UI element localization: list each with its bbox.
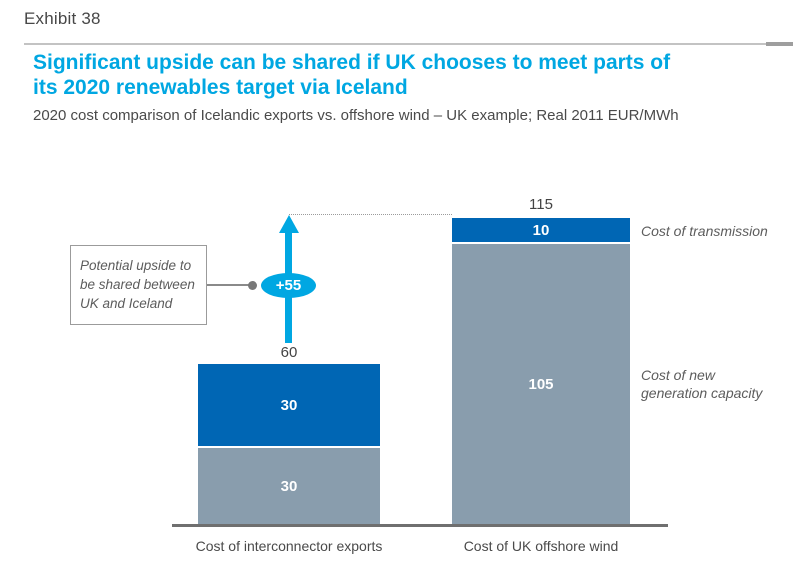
delta-arrow-head-icon (279, 215, 299, 233)
annotation-line-1: Potential upside to (80, 258, 192, 273)
bar2-category-label: Cost of UK offshore wind (463, 538, 619, 554)
bar1-total-label: 60 (280, 344, 298, 361)
delta-value-badge: +55 (261, 273, 316, 298)
page-title-line-1: Significant upside can be shared if UK c… (33, 51, 671, 74)
reference-dotted-line (289, 214, 452, 215)
x-axis-baseline (172, 524, 668, 527)
page-title: Significant upside can be shared if UK c… (33, 50, 753, 100)
page-title-line-2: its 2020 renewables target via Iceland (33, 76, 408, 99)
annotation-connector-dot (248, 281, 257, 290)
annotation-box: Potential upside to be shared between UK… (70, 245, 207, 325)
bar2-transmission-segment: 10 (452, 218, 630, 242)
series-label-generation: Cost of new generation capacity (641, 366, 762, 402)
exhibit-number-label: Exhibit 38 (24, 9, 101, 28)
header-divider-accent (766, 42, 793, 46)
bar1-category-label: Cost of interconnector exports (195, 538, 383, 554)
series-label-transmission: Cost of transmission (641, 223, 768, 239)
bar2-generation-segment: 105 (452, 244, 630, 524)
annotation-connector-line (207, 284, 251, 286)
series-label-generation-line-2: generation capacity (641, 385, 763, 401)
bar1-transmission-segment: 30 (198, 364, 380, 446)
annotation-line-2: be shared between (80, 277, 195, 292)
annotation-line-3: UK and Iceland (80, 296, 173, 311)
bar1-generation-segment: 30 (198, 448, 380, 524)
chart-subtitle: 2020 cost comparison of Icelandic export… (33, 107, 679, 124)
bar2-total-label: 115 (529, 196, 553, 213)
series-label-generation-line-1: Cost of new (641, 367, 715, 383)
header-divider (24, 42, 793, 46)
